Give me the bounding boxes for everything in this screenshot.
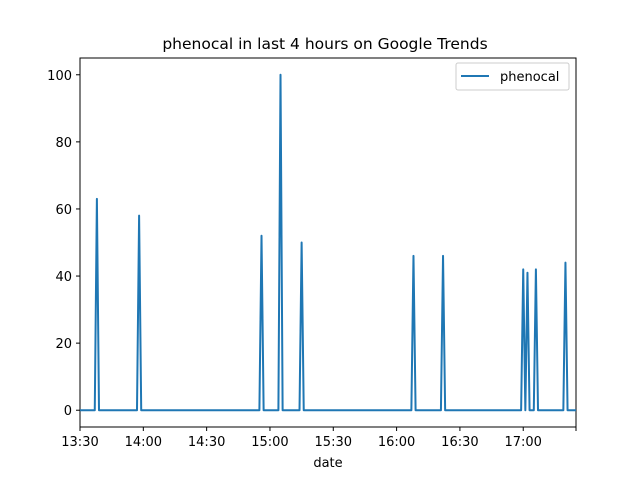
series-line-phenocal — [80, 73, 576, 412]
y-axis-ticks: 0 20 40 60 80 100 — [47, 69, 80, 419]
y-tick-label: 20 — [55, 337, 72, 352]
x-tick-label: 15:00 — [251, 435, 288, 450]
chart-title: phenocal in last 4 hours on Google Trend… — [162, 35, 487, 53]
x-axis-ticks: 13:30 14:00 14:30 15:00 15:30 16:00 16:30 17:00 — [61, 427, 577, 450]
legend-label: phenocal — [500, 70, 559, 85]
x-axis-label: date — [313, 456, 342, 471]
x-tick-label: 14:00 — [125, 435, 162, 450]
y-tick-label: 80 — [55, 136, 72, 151]
y-tick-label: 0 — [64, 404, 72, 419]
x-tick-label: 15:30 — [315, 435, 352, 450]
x-tick-label: 16:00 — [378, 435, 415, 450]
x-tick-label: 13:30 — [61, 435, 98, 450]
legend: phenocal — [455, 62, 570, 91]
y-tick-label: 60 — [55, 203, 72, 218]
plot-area-frame — [79, 57, 577, 428]
legend-box — [455, 62, 570, 91]
x-tick-label: 17:00 — [504, 435, 541, 450]
x-tick-label: 14:30 — [188, 435, 225, 450]
y-tick-label: 40 — [55, 270, 72, 285]
x-tick-label: 16:30 — [441, 435, 478, 450]
y-tick-label: 100 — [47, 69, 72, 84]
series-layer — [80, 73, 576, 412]
